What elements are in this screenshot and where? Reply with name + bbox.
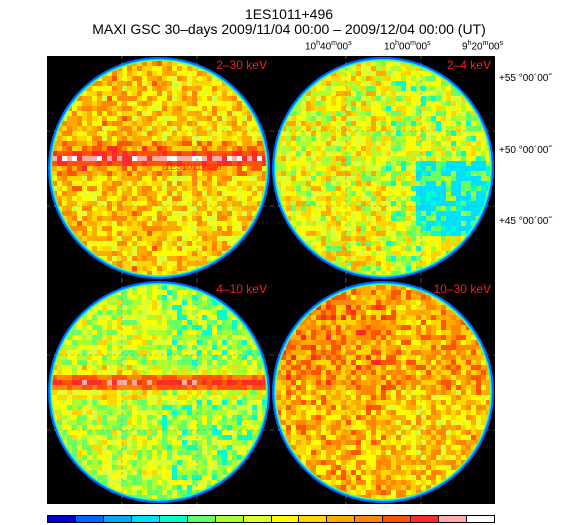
color-scale-segment xyxy=(383,516,412,522)
color-scale-segment xyxy=(243,516,272,522)
color-scale-segment xyxy=(271,516,300,522)
color-scale-segment xyxy=(467,516,494,522)
color-scale-segment xyxy=(103,516,132,522)
ra-label: 10h00m00s xyxy=(384,40,431,53)
sky-map xyxy=(271,280,495,504)
color-scale-segment xyxy=(411,516,440,522)
color-scale-segment xyxy=(327,516,356,522)
image-panel-2-4kev: 2–4 keV xyxy=(271,56,495,280)
color-scale-segment xyxy=(355,516,384,522)
color-scale-bar xyxy=(47,515,495,523)
ra-label: 9h20m00s xyxy=(462,40,504,53)
energy-band-label: 2–4 keV xyxy=(446,58,491,72)
color-scale-segment xyxy=(159,516,188,522)
ra-label: 10h40m00s xyxy=(305,40,352,53)
dec-label: +50 °00´00˝ xyxy=(499,145,552,156)
figure-title: 1ES1011+496 xyxy=(244,6,334,22)
color-scale-segment xyxy=(215,516,244,522)
color-scale-segment xyxy=(75,516,104,522)
energy-band-label: 10–30 keV xyxy=(433,282,491,296)
sky-map xyxy=(47,280,271,504)
image-panel-2-30kev: 2–30 keV 1ES1011+496 xyxy=(47,56,271,280)
figure-subtitle: MAXI GSC 30–days 2009/11/04 00:00 – 2009… xyxy=(92,21,486,37)
color-scale-segment xyxy=(187,516,216,522)
sky-map xyxy=(271,56,495,280)
image-panel-4-10kev: 4–10 keV xyxy=(47,280,271,504)
color-scale-segment xyxy=(439,516,468,522)
image-panel-10-30kev: 10–30 keV xyxy=(271,280,495,504)
color-scale-segment xyxy=(48,516,76,522)
energy-band-label: 2–30 keV xyxy=(216,58,267,72)
energy-band-label: 4–10 keV xyxy=(216,282,267,296)
dec-label: +45 °00´00˝ xyxy=(499,216,552,227)
dec-label: +55 °00´00˝ xyxy=(499,73,552,84)
sky-map xyxy=(47,56,271,280)
source-label: 1ES1011+496 xyxy=(165,162,222,172)
color-scale-segment xyxy=(131,516,160,522)
color-scale-segment xyxy=(299,516,328,522)
